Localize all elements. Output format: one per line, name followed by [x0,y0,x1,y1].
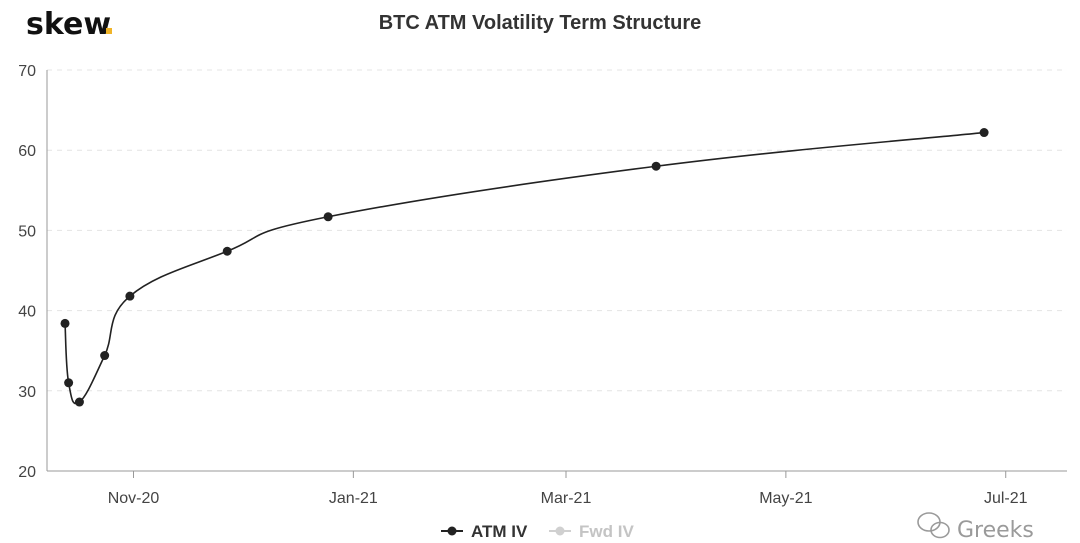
legend: ATM IV Fwd IV [441,522,634,541]
data-point-0-8[interactable] [979,128,989,138]
legend-item-fwd-iv[interactable]: Fwd IV [549,522,634,541]
x-tick-label: Mar-21 [541,490,592,507]
x-tick-label: Nov-20 [108,490,160,507]
watermark-text: Greeks [957,518,1034,543]
legend-fwd-iv-marker [555,526,565,536]
x-tick-label: Jul-21 [984,490,1028,507]
data-point-0-1[interactable] [64,378,74,388]
y-tick-label: 40 [18,304,36,321]
y-tick-label: 20 [18,464,36,481]
grid-lines [47,69,1067,392]
wechat-icon [917,512,950,539]
axes: 20 30 40 50 60 70 Nov-20 Jan-21 Mar-21 May-21 Jul-… [18,63,1067,507]
skew-logo: skew [26,7,112,42]
y-tick-label: 30 [18,384,36,401]
data-point-0-2[interactable] [74,397,84,407]
legend-atm-iv-marker [447,526,457,536]
skew-logo-text: skew [26,7,111,42]
y-tick-label: 50 [18,223,36,240]
data-point-0-5[interactable] [222,246,232,256]
series-line-0 [64,131,985,405]
data-point-0-7[interactable] [651,161,661,171]
series-layer [60,128,989,407]
legend-fwd-iv-label: Fwd IV [579,522,634,541]
data-point-0-6[interactable] [323,212,333,222]
skew-logo-dot [106,28,112,34]
legend-item-atm-iv[interactable]: ATM IV [441,522,528,541]
data-point-0-0[interactable] [60,318,70,328]
data-point-0-4[interactable] [125,291,135,301]
y-tick-label: 70 [18,63,36,80]
y-tick-label: 60 [18,143,36,160]
x-tick-label: May-21 [759,490,812,507]
chart-title: BTC ATM Volatility Term Structure [379,12,702,34]
legend-atm-iv-label: ATM IV [471,522,528,541]
data-point-0-3[interactable] [100,351,110,361]
watermark: Greeks [917,512,1034,543]
x-tick-label: Jan-21 [329,490,378,507]
